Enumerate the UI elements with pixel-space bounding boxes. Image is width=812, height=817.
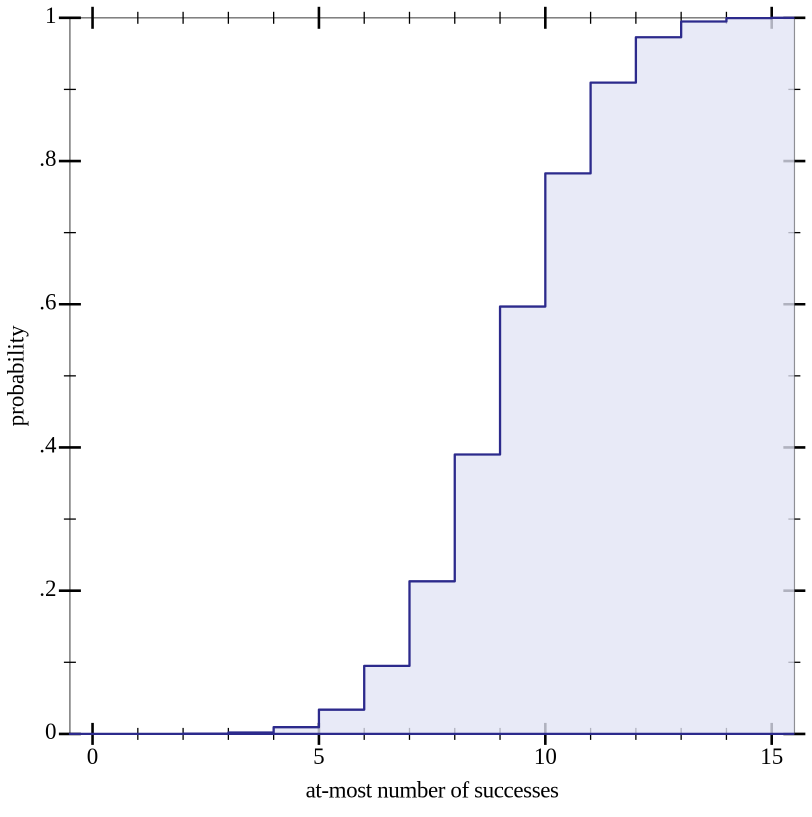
svg-text:probability: probability [4, 325, 29, 426]
svg-text:15: 15 [760, 744, 783, 769]
svg-text:.4: .4 [39, 433, 57, 458]
svg-text:0: 0 [45, 719, 57, 744]
svg-text:10: 10 [534, 744, 557, 769]
svg-text:.6: .6 [39, 289, 56, 314]
svg-text:0: 0 [87, 744, 99, 769]
svg-text:1: 1 [45, 3, 57, 28]
svg-text:5: 5 [313, 744, 325, 769]
svg-text:at-most number of successes: at-most number of successes [306, 778, 559, 803]
svg-text:.8: .8 [39, 146, 56, 171]
svg-text:.2: .2 [39, 576, 56, 601]
